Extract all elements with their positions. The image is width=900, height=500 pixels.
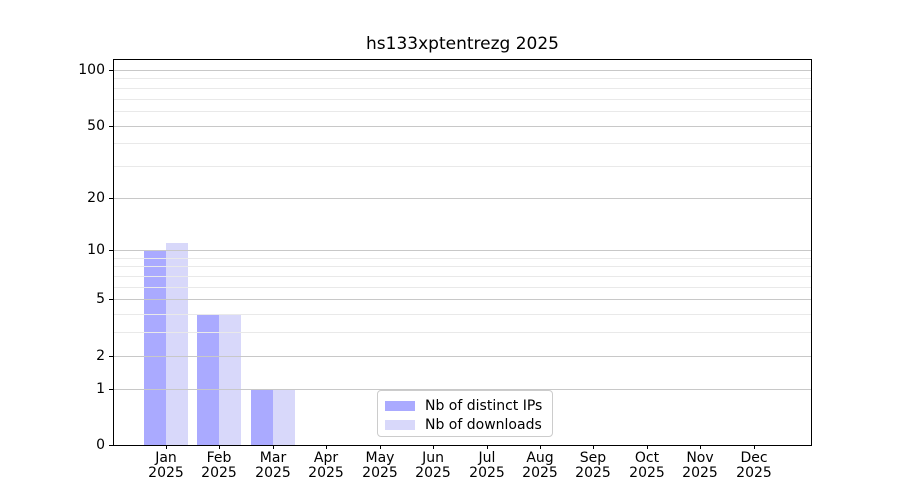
x-tick-label-jan: Jan 2025 xyxy=(131,451,201,481)
x-tick-mark xyxy=(487,445,488,449)
y-tick-label: 50 xyxy=(87,118,105,134)
x-tick-label-jun: Jun 2025 xyxy=(398,451,468,481)
x-tick-label-sep: Sep 2025 xyxy=(558,451,628,481)
major-gridline xyxy=(114,299,811,300)
x-tick-month: Feb xyxy=(206,450,232,466)
x-tick-month: Jul xyxy=(478,450,496,466)
bar-mar-distinct-ips xyxy=(251,389,273,445)
x-tick-label-mar: Mar 2025 xyxy=(238,451,308,481)
x-tick-label-feb: Feb 2025 xyxy=(184,451,254,481)
y-tick-label: 0 xyxy=(96,437,105,453)
minor-gridline xyxy=(114,99,811,100)
x-tick-mark xyxy=(700,445,701,449)
x-tick-year: 2025 xyxy=(736,465,772,481)
downloads-swatch xyxy=(385,420,415,430)
x-tick-year: 2025 xyxy=(255,465,291,481)
legend-row-distinct-ips: Nb of distinct IPs xyxy=(385,397,552,415)
y-tick-label: 100 xyxy=(78,62,105,78)
x-tick-mark xyxy=(433,445,434,449)
minor-gridline xyxy=(114,78,811,79)
legend-label-distinct-ips: Nb of distinct IPs xyxy=(425,398,543,414)
y-tick-mark xyxy=(109,445,113,446)
x-tick-month: Nov xyxy=(686,450,714,466)
x-tick-label-oct: Oct 2025 xyxy=(612,451,682,481)
distinct-ips-swatch xyxy=(385,401,415,411)
minor-gridline xyxy=(114,332,811,333)
major-gridline xyxy=(114,126,811,127)
bar-jan-distinct-ips xyxy=(144,250,166,445)
x-tick-year: 2025 xyxy=(469,465,505,481)
minor-gridline xyxy=(114,258,811,259)
bar-jan-downloads xyxy=(166,243,188,445)
x-tick-label-apr: Apr 2025 xyxy=(291,451,361,481)
x-tick-year: 2025 xyxy=(148,465,184,481)
x-tick-mark xyxy=(647,445,648,449)
x-tick-label-jul: Jul 2025 xyxy=(452,451,522,481)
x-tick-month: Sep xyxy=(579,450,607,466)
y-tick-label: 10 xyxy=(87,242,105,258)
x-tick-mark xyxy=(326,445,327,449)
y-tick-mark xyxy=(109,389,113,390)
major-gridline xyxy=(114,250,811,251)
x-tick-month: Dec xyxy=(740,450,768,466)
major-gridline xyxy=(114,389,811,390)
y-tick-mark xyxy=(109,198,113,199)
x-tick-year: 2025 xyxy=(575,465,611,481)
x-tick-mark xyxy=(166,445,167,449)
legend-label-downloads: Nb of downloads xyxy=(425,417,542,433)
plot-area xyxy=(113,59,812,446)
minor-gridline xyxy=(114,143,811,144)
y-tick-label: 1 xyxy=(96,381,105,397)
minor-gridline xyxy=(114,314,811,315)
minor-gridline xyxy=(114,111,811,112)
y-tick-label: 2 xyxy=(96,348,105,364)
x-tick-mark xyxy=(273,445,274,449)
x-tick-mark xyxy=(219,445,220,449)
legend: Nb of distinct IPs Nb of downloads xyxy=(377,390,553,437)
y-tick-mark xyxy=(109,126,113,127)
major-gridline xyxy=(114,198,811,199)
x-tick-label-dec: Dec 2025 xyxy=(719,451,789,481)
x-tick-year: 2025 xyxy=(201,465,237,481)
x-tick-year: 2025 xyxy=(362,465,398,481)
x-tick-year: 2025 xyxy=(682,465,718,481)
x-tick-mark xyxy=(540,445,541,449)
bar-feb-distinct-ips xyxy=(197,314,219,445)
x-tick-year: 2025 xyxy=(415,465,451,481)
y-tick-mark xyxy=(109,299,113,300)
minor-gridline xyxy=(114,276,811,277)
y-tick-mark xyxy=(109,250,113,251)
x-tick-label-nov: Nov 2025 xyxy=(665,451,735,481)
minor-gridline xyxy=(114,88,811,89)
x-tick-month: Jan xyxy=(155,450,177,466)
major-gridline xyxy=(114,70,811,71)
y-tick-mark xyxy=(109,356,113,357)
x-tick-year: 2025 xyxy=(629,465,665,481)
x-tick-mark xyxy=(593,445,594,449)
minor-gridline xyxy=(114,287,811,288)
y-tick-label: 5 xyxy=(96,291,105,307)
x-tick-month: Oct xyxy=(634,450,660,466)
bar-mar-downloads xyxy=(273,389,295,445)
legend-row-downloads: Nb of downloads xyxy=(385,416,552,434)
major-gridline xyxy=(114,356,811,357)
x-tick-label-aug: Aug 2025 xyxy=(505,451,575,481)
x-tick-month: Apr xyxy=(313,450,339,466)
y-tick-label: 20 xyxy=(87,190,105,206)
x-tick-month: Aug xyxy=(526,450,554,466)
bar-feb-downloads xyxy=(219,314,241,445)
minor-gridline xyxy=(114,266,811,267)
chart-title: hs133xptentrezg 2025 xyxy=(366,34,559,54)
x-tick-mark xyxy=(754,445,755,449)
y-tick-mark xyxy=(109,70,113,71)
x-tick-year: 2025 xyxy=(308,465,344,481)
x-tick-year: 2025 xyxy=(522,465,558,481)
x-tick-month: May xyxy=(365,450,395,466)
x-tick-mark xyxy=(380,445,381,449)
x-tick-label-may: May 2025 xyxy=(345,451,415,481)
x-tick-month: Jun xyxy=(422,450,444,466)
minor-gridline xyxy=(114,166,811,167)
x-tick-month: Mar xyxy=(259,450,287,466)
